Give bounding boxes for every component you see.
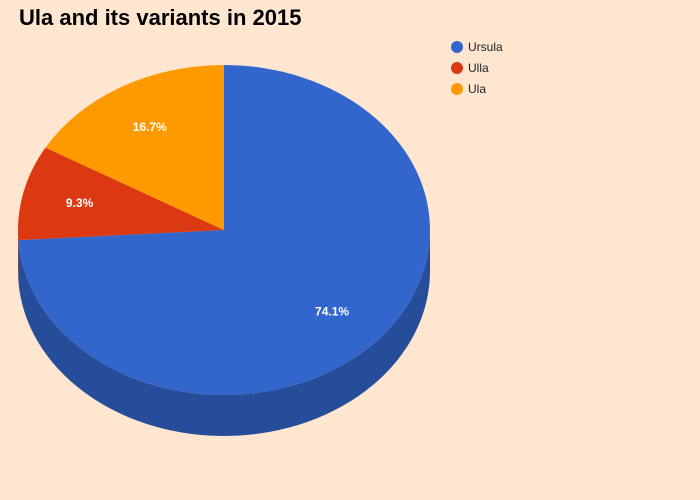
pie-sides	[18, 230, 431, 437]
pie-side-ursula	[18, 230, 431, 437]
legend-item-ula[interactable]: Ula	[451, 78, 503, 99]
legend-label: Ula	[468, 81, 487, 96]
slice-label-ulla: 9.3%	[66, 196, 94, 210]
pie-slice-ursula[interactable]	[18, 65, 431, 395]
legend-item-ulla[interactable]: Ulla	[451, 57, 503, 78]
legend-swatch-icon	[451, 40, 463, 53]
legend-swatch-icon	[451, 61, 463, 74]
legend: Ursula Ulla Ula	[451, 36, 503, 99]
pie-slice-ula[interactable]	[45, 65, 224, 230]
pie-slice-ulla[interactable]	[18, 147, 225, 241]
legend-label: Ulla	[468, 60, 489, 75]
legend-label: Ursula	[468, 39, 503, 54]
legend-swatch-icon	[451, 82, 463, 95]
slice-label-ula: 16.7%	[133, 120, 167, 134]
chart-title: Ula and its variants in 2015	[19, 5, 302, 30]
legend-item-ursula[interactable]: Ursula	[451, 36, 503, 57]
slice-label-ursula: 74.1%	[315, 304, 349, 318]
